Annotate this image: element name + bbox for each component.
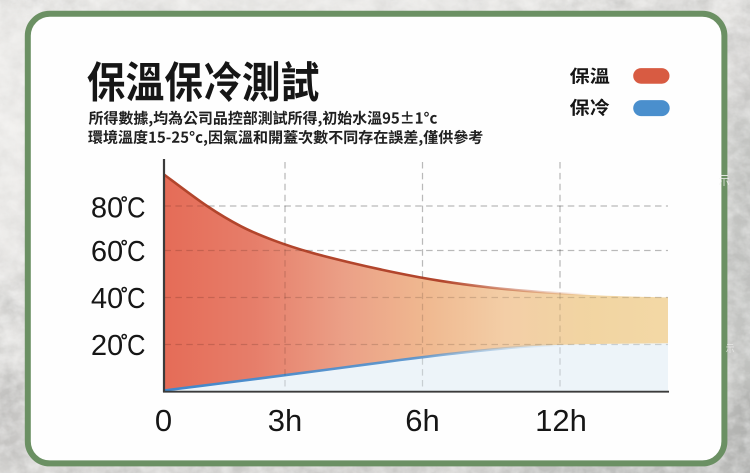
svg-text:3h: 3h [268,403,302,438]
svg-text:12h: 12h [535,403,587,438]
svg-text:6h: 6h [405,403,439,438]
svg-text:0: 0 [155,403,172,438]
